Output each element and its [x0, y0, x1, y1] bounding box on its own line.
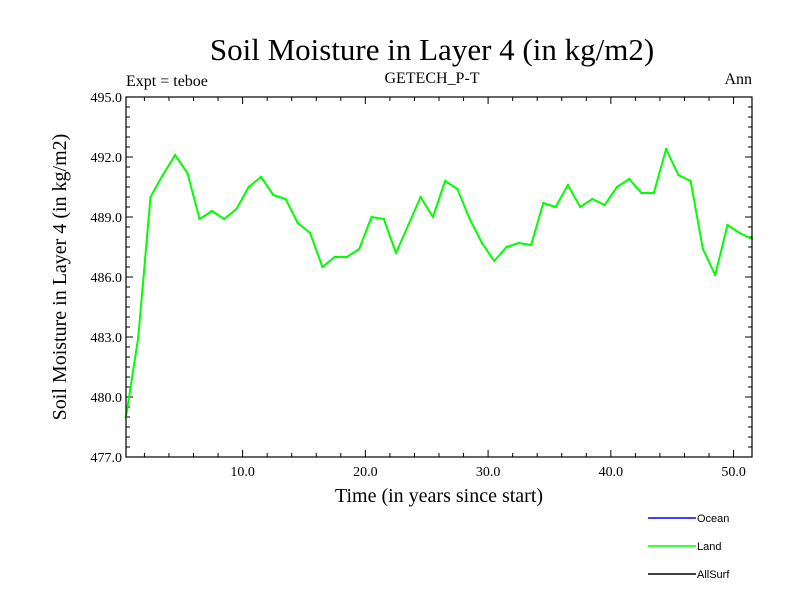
- data-point: [443, 179, 447, 183]
- data-point: [628, 177, 631, 181]
- y-tick-label: 489.0: [91, 211, 123, 226]
- data-point: [591, 197, 594, 201]
- data-point: [259, 175, 263, 179]
- data-point: [370, 215, 373, 219]
- data-point: [382, 217, 385, 221]
- series-line-land: [125, 148, 753, 418]
- plot-frame: [125, 96, 753, 458]
- data-point: [296, 221, 300, 225]
- data-point: [493, 259, 496, 263]
- data-point: [468, 217, 471, 221]
- experiment-label: Expt = teboe: [126, 73, 208, 90]
- y-axis-label: Soil Moisture in Layer 4 (in kg/m2): [49, 134, 71, 421]
- data-point: [149, 195, 152, 199]
- axes: 477.0 480.0 483.0 486.0 489.0 492.0 495.0 10.0 2…: [91, 91, 752, 480]
- data-point: [333, 255, 336, 259]
- data-point: [615, 185, 619, 189]
- data-point: [345, 255, 349, 259]
- y-tick-label: 480.0: [91, 391, 123, 406]
- legend-label-land: Land: [697, 541, 721, 553]
- data-point: [517, 241, 520, 245]
- data-point: [603, 203, 606, 207]
- data-point: [272, 193, 275, 197]
- data-point: [358, 247, 361, 251]
- data-point: [222, 217, 226, 221]
- data-point: [407, 223, 410, 227]
- y-tick-label: 477.0: [91, 451, 123, 466]
- data-point: [652, 191, 656, 195]
- data-point: [480, 241, 484, 245]
- x-tick-label: 10.0: [230, 465, 255, 480]
- data-point: [137, 335, 140, 339]
- data-point: [554, 205, 557, 209]
- chart-title: Soil Moisture in Layer 4 (in kg/m2): [210, 32, 654, 67]
- data-point: [689, 179, 692, 183]
- data-point: [726, 223, 729, 227]
- data-point: [394, 251, 398, 255]
- data-point: [235, 207, 238, 211]
- data-point: [664, 147, 668, 151]
- y-tick-label: 495.0: [91, 91, 123, 106]
- y-tick-label: 486.0: [91, 271, 123, 286]
- data-point: [701, 247, 705, 251]
- data-point: [505, 245, 508, 249]
- x-tick-label: 50.0: [721, 465, 746, 480]
- y-tick-label: 492.0: [91, 151, 123, 166]
- legend: Ocean Land AllSurf: [648, 513, 730, 581]
- data-point: [321, 265, 324, 269]
- season-label: Ann: [724, 71, 752, 88]
- data-point: [210, 209, 214, 213]
- x-tick-label: 30.0: [476, 465, 501, 480]
- y-tick-label: 483.0: [91, 331, 123, 346]
- legend-label-ocean: Ocean: [697, 513, 729, 525]
- data-point: [542, 201, 545, 205]
- data-point: [566, 183, 570, 187]
- data-point: [677, 173, 680, 177]
- data-point: [738, 231, 741, 235]
- data-point: [578, 205, 582, 209]
- data-point: [640, 191, 643, 195]
- chart-subtitle: GETECH_P-T: [384, 70, 479, 87]
- data-point: [713, 273, 717, 277]
- data-point: [161, 173, 165, 177]
- x-tick-label: 40.0: [599, 465, 624, 480]
- data-point: [308, 231, 312, 235]
- legend-label-allsurf: AllSurf: [697, 569, 730, 581]
- data-point: [247, 185, 250, 189]
- data-point: [173, 153, 177, 157]
- data-point: [198, 217, 201, 221]
- data-point: [419, 195, 422, 199]
- x-axis-label: Time (in years since start): [335, 485, 543, 507]
- data-point: [431, 215, 435, 219]
- x-tick-label: 20.0: [353, 465, 378, 480]
- data-point: [186, 171, 189, 175]
- data-point: [456, 187, 459, 191]
- data-point: [529, 243, 533, 247]
- data-point: [284, 197, 287, 201]
- plot-area: [124, 147, 754, 419]
